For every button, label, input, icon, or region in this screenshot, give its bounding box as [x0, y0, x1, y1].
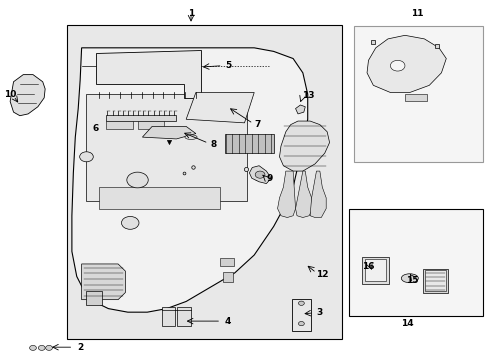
Circle shape [121, 216, 139, 229]
Bar [425, 270, 445, 292]
Text: 3: 3 [316, 309, 322, 318]
Bar [404, 94, 426, 102]
Bar [220, 258, 233, 266]
Ellipse shape [184, 135, 197, 139]
Text: 5: 5 [224, 61, 231, 70]
Text: 6: 6 [92, 125, 99, 134]
Text: 8: 8 [210, 140, 216, 149]
Circle shape [255, 171, 264, 178]
Polygon shape [96, 50, 201, 98]
Text: 13: 13 [301, 91, 314, 100]
Polygon shape [279, 121, 329, 171]
Bar [99, 187, 220, 208]
Bar [177, 307, 191, 327]
Ellipse shape [401, 274, 417, 283]
Bar [353, 26, 482, 162]
Polygon shape [142, 126, 196, 139]
Bar [106, 121, 132, 129]
Polygon shape [277, 171, 295, 217]
Bar [162, 307, 175, 327]
Polygon shape [72, 48, 307, 312]
Polygon shape [10, 75, 45, 116]
Bar [106, 114, 176, 121]
Bar [423, 269, 447, 293]
Polygon shape [309, 171, 325, 217]
Circle shape [38, 345, 45, 350]
Polygon shape [295, 171, 312, 217]
Circle shape [298, 301, 304, 305]
Bar [362, 257, 388, 284]
Circle shape [298, 321, 304, 326]
Text: 16: 16 [362, 262, 374, 271]
Text: 4: 4 [224, 316, 230, 325]
Bar [86, 292, 102, 305]
Polygon shape [295, 105, 305, 114]
Circle shape [30, 345, 36, 350]
Polygon shape [186, 93, 254, 123]
Text: 2: 2 [77, 343, 83, 352]
Text: 1: 1 [187, 9, 194, 18]
Bar [137, 121, 164, 129]
Polygon shape [366, 35, 446, 93]
Bar [222, 272, 233, 282]
Bar [348, 208, 482, 316]
Text: 7: 7 [254, 120, 260, 129]
Text: 15: 15 [405, 275, 418, 284]
Text: 9: 9 [266, 174, 272, 183]
Text: 10: 10 [4, 90, 16, 99]
Bar [365, 259, 385, 282]
Bar [291, 299, 310, 331]
Circle shape [389, 60, 404, 71]
Bar [86, 94, 246, 202]
Text: 11: 11 [410, 9, 423, 18]
Polygon shape [249, 166, 271, 184]
Polygon shape [81, 264, 125, 300]
Bar [224, 134, 273, 153]
Circle shape [80, 152, 93, 162]
Text: 12: 12 [316, 270, 328, 279]
Circle shape [45, 345, 52, 350]
Circle shape [126, 172, 148, 188]
Text: 14: 14 [400, 319, 413, 328]
Bar [67, 24, 341, 339]
